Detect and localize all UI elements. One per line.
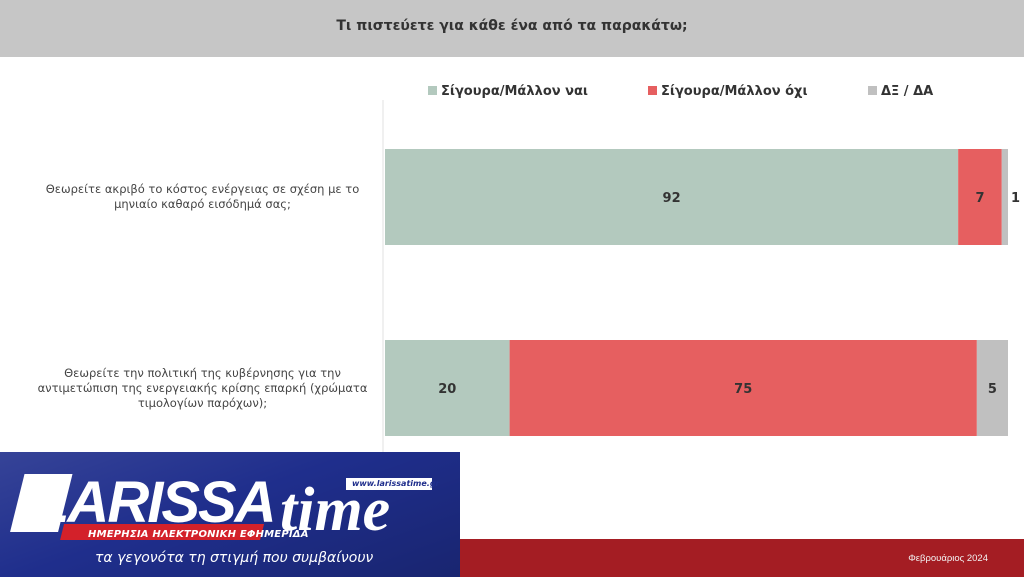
logo-website: www.larissatime.gr — [352, 479, 440, 488]
logo-tagline: τα γεγονότα τη στιγμή που συμβαίνουν — [95, 550, 374, 566]
logo-url-badge — [346, 478, 432, 490]
data-label-yes-q1: 92 — [663, 191, 681, 206]
logo-subtitle: ΗΜΕΡΗΣΙΑ ΗΛΕΚΤΡΟΝΙΚΗ ΕΦΗΜΕΡΙΔΑ — [88, 529, 309, 540]
data-label-dk-q1: 1 — [1011, 191, 1020, 206]
legend-label-no: Σίγουρα/Μάλλον όχι — [661, 84, 808, 99]
legend: Σίγουρα/Μάλλον ναι Σίγουρα/Μάλλον όχι ΔΞ… — [420, 84, 980, 102]
logo-l-block — [10, 474, 73, 532]
legend-label-yes: Σίγουρα/Μάλλον ναι — [441, 84, 588, 99]
legend-item-no: Σίγουρα/Μάλλον όχι — [648, 84, 808, 99]
larissatime-logo: LARISSA time ΗΜΕΡΗΣΙΑ ΗΛΕΚΤΡΟΝΙΚΗ ΕΦΗΜΕΡ… — [0, 452, 460, 577]
legend-item-yes: Σίγουρα/Μάλλον ναι — [428, 84, 588, 99]
logo-subtitle-band — [60, 524, 265, 540]
bar-no-q1 — [958, 149, 1002, 245]
question-header: Τι πιστεύετε για κάθε ένα από τα παρακάτ… — [0, 0, 1024, 57]
logo-graphic: LARISSA time — [10, 470, 432, 544]
legend-item-dk: ΔΞ / ΔΑ — [868, 84, 933, 99]
legend-swatch-yes — [428, 86, 437, 95]
data-label-no-q1: 7 — [975, 191, 984, 206]
survey-date: Φεβρουάριος 2024 — [908, 553, 988, 564]
bar-dk-q1 — [1001, 149, 1008, 245]
logo-gradient — [0, 452, 460, 577]
category-label-2: Θεωρείτε την πολιτική της κυβέρνησης για… — [37, 366, 368, 410]
data-label-yes-q2: 20 — [438, 382, 456, 397]
bar-yes-q2 — [385, 340, 510, 436]
legend-label-dk: ΔΞ / ΔΑ — [881, 84, 934, 99]
data-label-no-q2: 75 — [734, 382, 752, 397]
bar-yes-q1 — [385, 149, 959, 245]
legend-swatch-no — [648, 86, 657, 95]
bar-dk-q2 — [976, 340, 1008, 436]
question-title: Τι πιστεύετε για κάθε ένα από τα παρακάτ… — [336, 18, 688, 34]
category-label-1: Θεωρείτε ακριβό το κόστος ενέργειας σε σ… — [45, 182, 360, 211]
data-label-dk-q2: 5 — [988, 382, 997, 397]
legend-swatch-dk — [868, 86, 877, 95]
bar-no-q2 — [509, 340, 977, 436]
